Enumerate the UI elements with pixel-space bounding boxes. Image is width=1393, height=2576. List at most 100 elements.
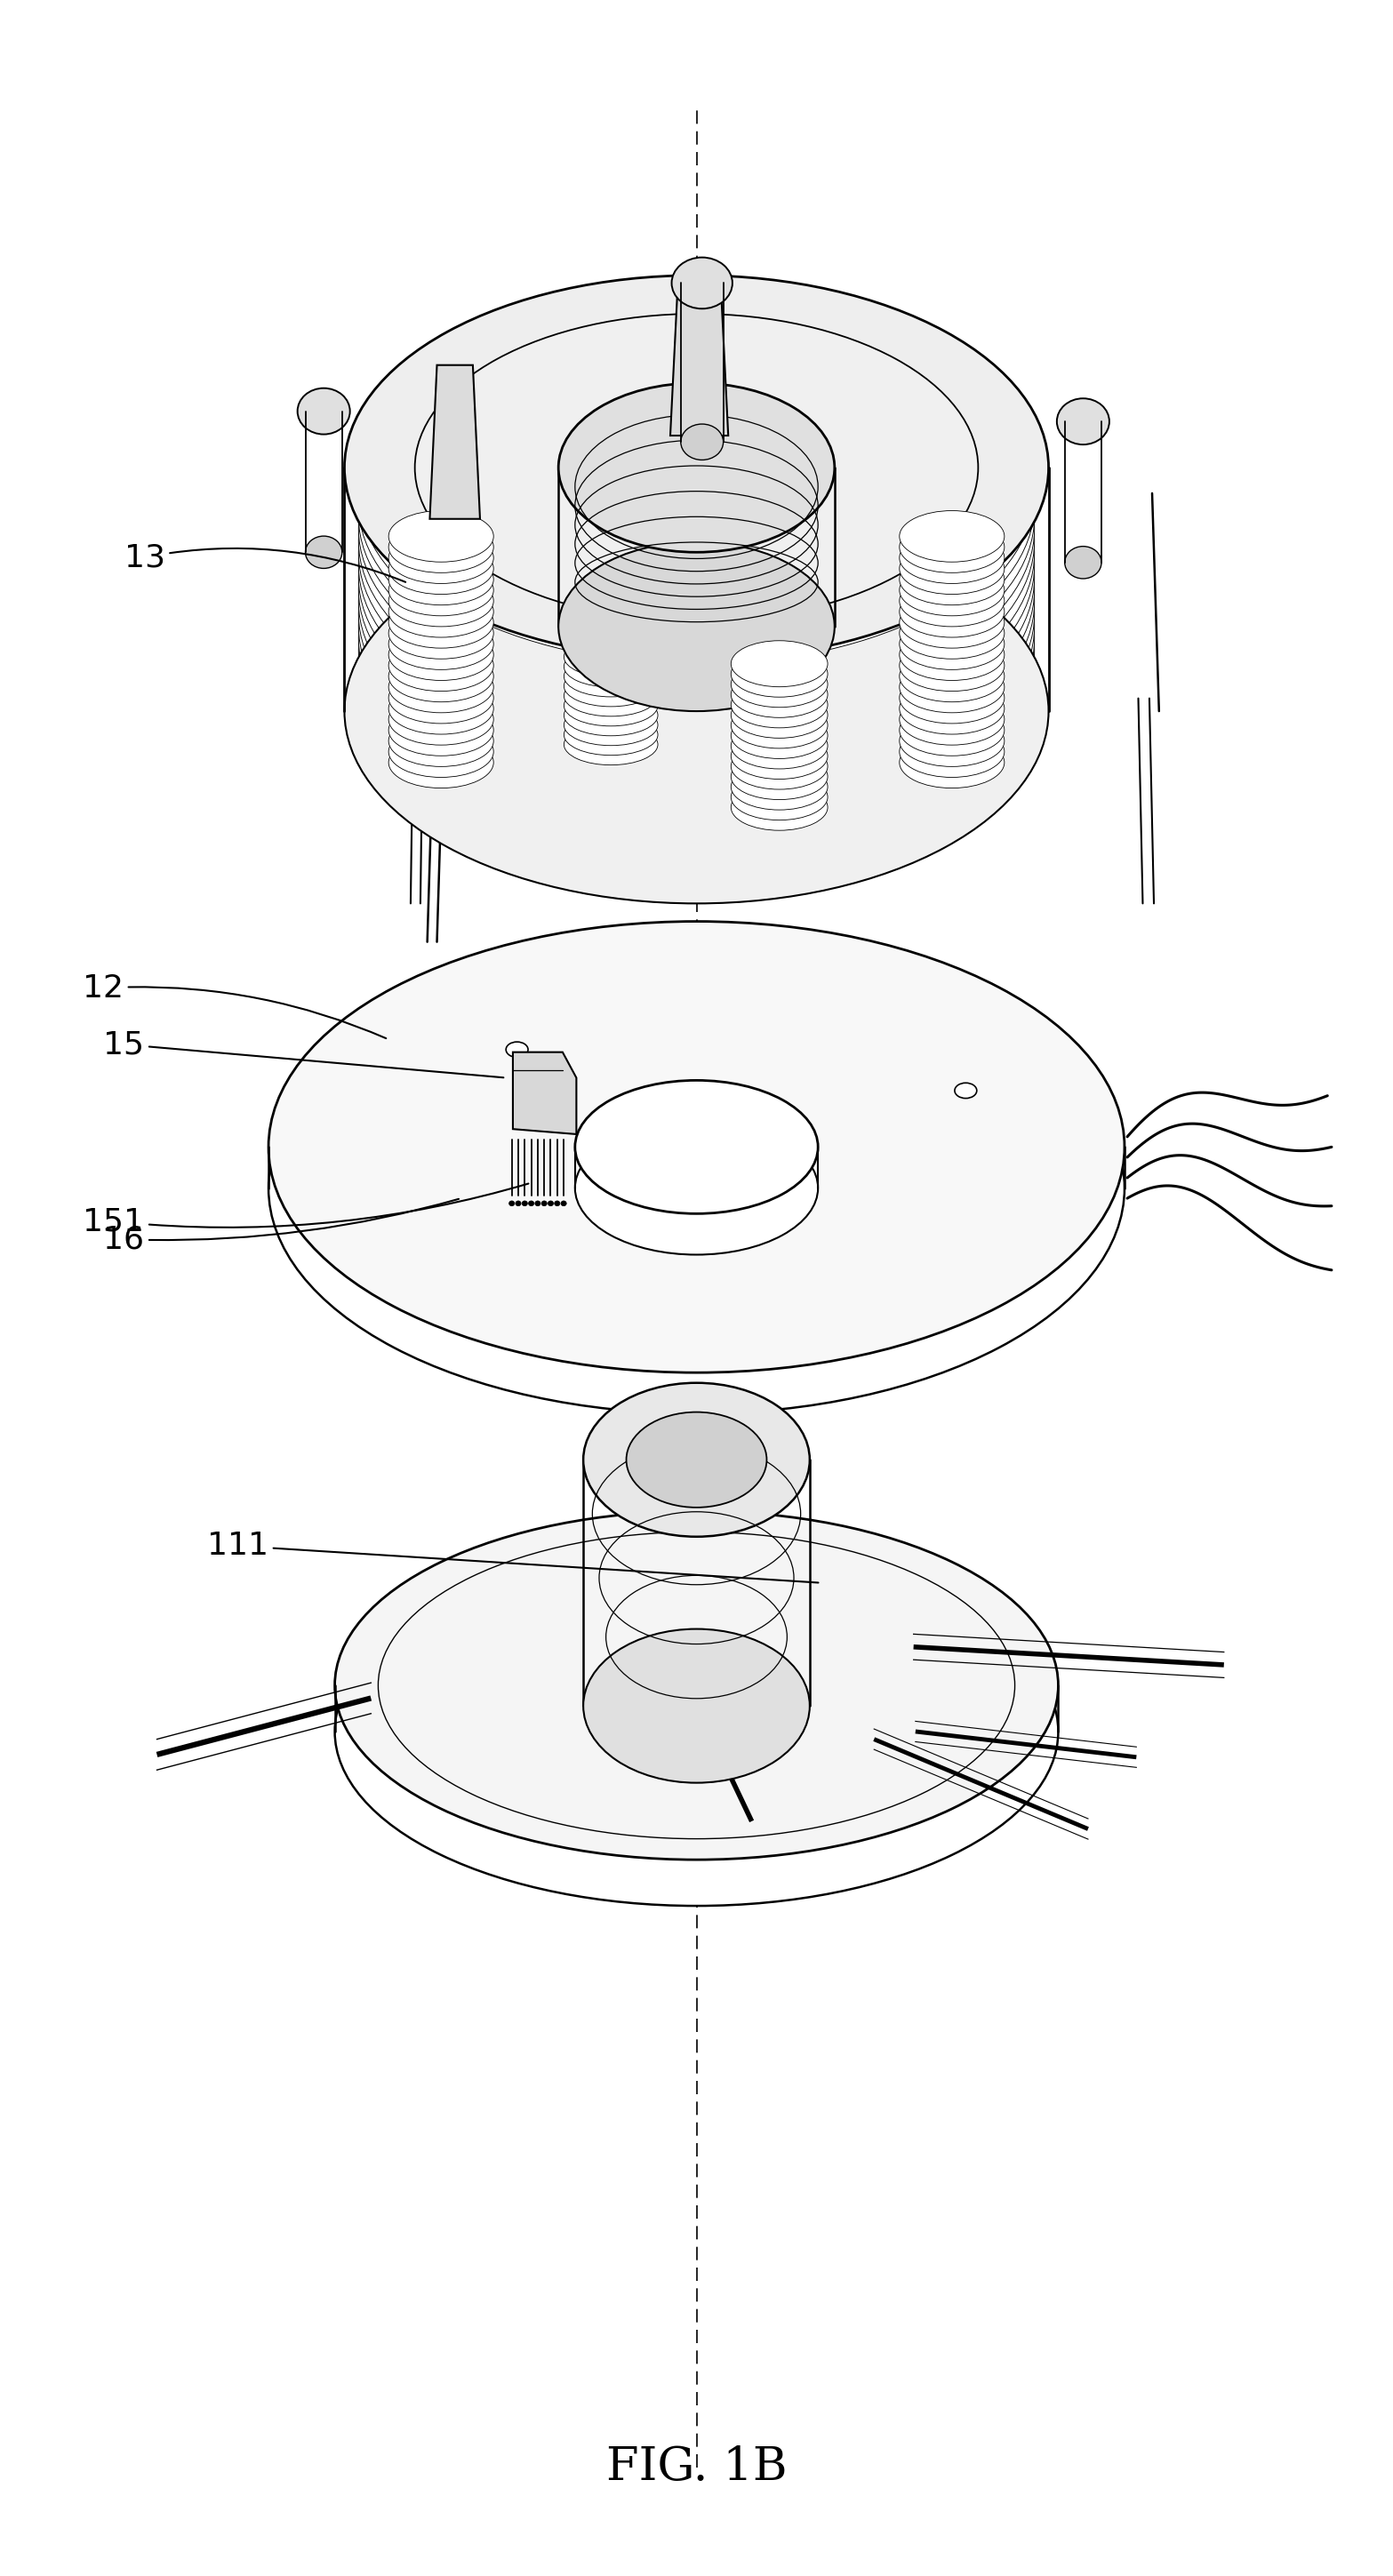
Ellipse shape: [389, 639, 493, 690]
Ellipse shape: [389, 672, 493, 724]
Ellipse shape: [564, 647, 657, 688]
Text: 13: 13: [124, 541, 405, 582]
Ellipse shape: [389, 544, 493, 595]
Ellipse shape: [731, 693, 827, 739]
Ellipse shape: [305, 536, 343, 569]
Ellipse shape: [389, 693, 493, 744]
Polygon shape: [430, 366, 481, 518]
Ellipse shape: [358, 392, 1035, 762]
Ellipse shape: [575, 1079, 818, 1213]
Text: 15: 15: [103, 1030, 503, 1077]
Ellipse shape: [900, 520, 1004, 572]
Ellipse shape: [584, 1383, 809, 1538]
Polygon shape: [670, 268, 729, 435]
Ellipse shape: [389, 726, 493, 778]
Ellipse shape: [731, 783, 827, 829]
Ellipse shape: [900, 716, 1004, 768]
Ellipse shape: [731, 683, 827, 729]
Ellipse shape: [900, 564, 1004, 616]
Text: 12: 12: [82, 974, 386, 1038]
Ellipse shape: [358, 355, 1035, 726]
Ellipse shape: [900, 652, 1004, 701]
Ellipse shape: [358, 479, 1035, 848]
Ellipse shape: [389, 533, 493, 585]
Ellipse shape: [900, 533, 1004, 585]
Ellipse shape: [900, 544, 1004, 595]
Ellipse shape: [439, 711, 471, 737]
Ellipse shape: [564, 703, 657, 744]
Ellipse shape: [358, 417, 1035, 786]
Ellipse shape: [515, 1200, 521, 1206]
Ellipse shape: [1057, 399, 1109, 446]
Ellipse shape: [575, 1121, 818, 1255]
Ellipse shape: [564, 657, 657, 698]
Ellipse shape: [731, 714, 827, 757]
Ellipse shape: [564, 636, 657, 677]
Ellipse shape: [358, 489, 1035, 860]
Ellipse shape: [389, 554, 493, 605]
Ellipse shape: [334, 1512, 1059, 1860]
Ellipse shape: [731, 762, 827, 809]
Ellipse shape: [358, 440, 1035, 811]
Ellipse shape: [358, 296, 1035, 665]
Ellipse shape: [358, 368, 1035, 737]
Ellipse shape: [627, 1412, 766, 1507]
Ellipse shape: [564, 675, 657, 716]
Ellipse shape: [900, 672, 1004, 724]
Ellipse shape: [522, 1200, 528, 1206]
Ellipse shape: [358, 345, 1035, 714]
Ellipse shape: [900, 662, 1004, 714]
Ellipse shape: [561, 1200, 567, 1206]
Ellipse shape: [389, 652, 493, 701]
Ellipse shape: [389, 662, 493, 714]
Ellipse shape: [681, 425, 723, 461]
Ellipse shape: [528, 1200, 534, 1206]
Ellipse shape: [900, 683, 1004, 734]
Text: 111: 111: [208, 1530, 818, 1582]
Ellipse shape: [900, 618, 1004, 670]
Ellipse shape: [344, 276, 1049, 659]
Ellipse shape: [731, 672, 827, 719]
Ellipse shape: [731, 724, 827, 768]
Ellipse shape: [334, 1556, 1059, 1906]
Ellipse shape: [564, 685, 657, 726]
Ellipse shape: [731, 652, 827, 698]
Ellipse shape: [358, 307, 1035, 677]
Ellipse shape: [269, 963, 1124, 1414]
Ellipse shape: [900, 639, 1004, 690]
Ellipse shape: [900, 510, 1004, 562]
Ellipse shape: [433, 590, 476, 626]
Ellipse shape: [389, 618, 493, 670]
Ellipse shape: [358, 332, 1035, 701]
Ellipse shape: [298, 389, 350, 435]
Ellipse shape: [358, 319, 1035, 688]
Ellipse shape: [358, 430, 1035, 799]
Ellipse shape: [554, 1200, 560, 1206]
Ellipse shape: [564, 714, 657, 755]
Ellipse shape: [547, 1200, 553, 1206]
Text: 151: 151: [84, 1182, 528, 1236]
Ellipse shape: [344, 518, 1049, 904]
Ellipse shape: [954, 1082, 976, 1097]
Ellipse shape: [389, 716, 493, 768]
Ellipse shape: [731, 662, 827, 708]
Ellipse shape: [731, 734, 827, 778]
Ellipse shape: [389, 683, 493, 734]
Ellipse shape: [900, 608, 1004, 659]
Ellipse shape: [269, 922, 1124, 1373]
Ellipse shape: [564, 626, 657, 667]
Ellipse shape: [900, 574, 1004, 626]
Polygon shape: [912, 381, 963, 528]
Ellipse shape: [542, 1200, 547, 1206]
Ellipse shape: [415, 314, 978, 621]
Ellipse shape: [389, 587, 493, 636]
Ellipse shape: [358, 381, 1035, 750]
Ellipse shape: [506, 1041, 528, 1056]
Ellipse shape: [731, 703, 827, 750]
Ellipse shape: [564, 665, 657, 706]
Text: FIG. 1B: FIG. 1B: [606, 2445, 787, 2491]
Ellipse shape: [389, 703, 493, 755]
Ellipse shape: [731, 744, 827, 788]
Ellipse shape: [389, 510, 493, 562]
Ellipse shape: [389, 608, 493, 659]
